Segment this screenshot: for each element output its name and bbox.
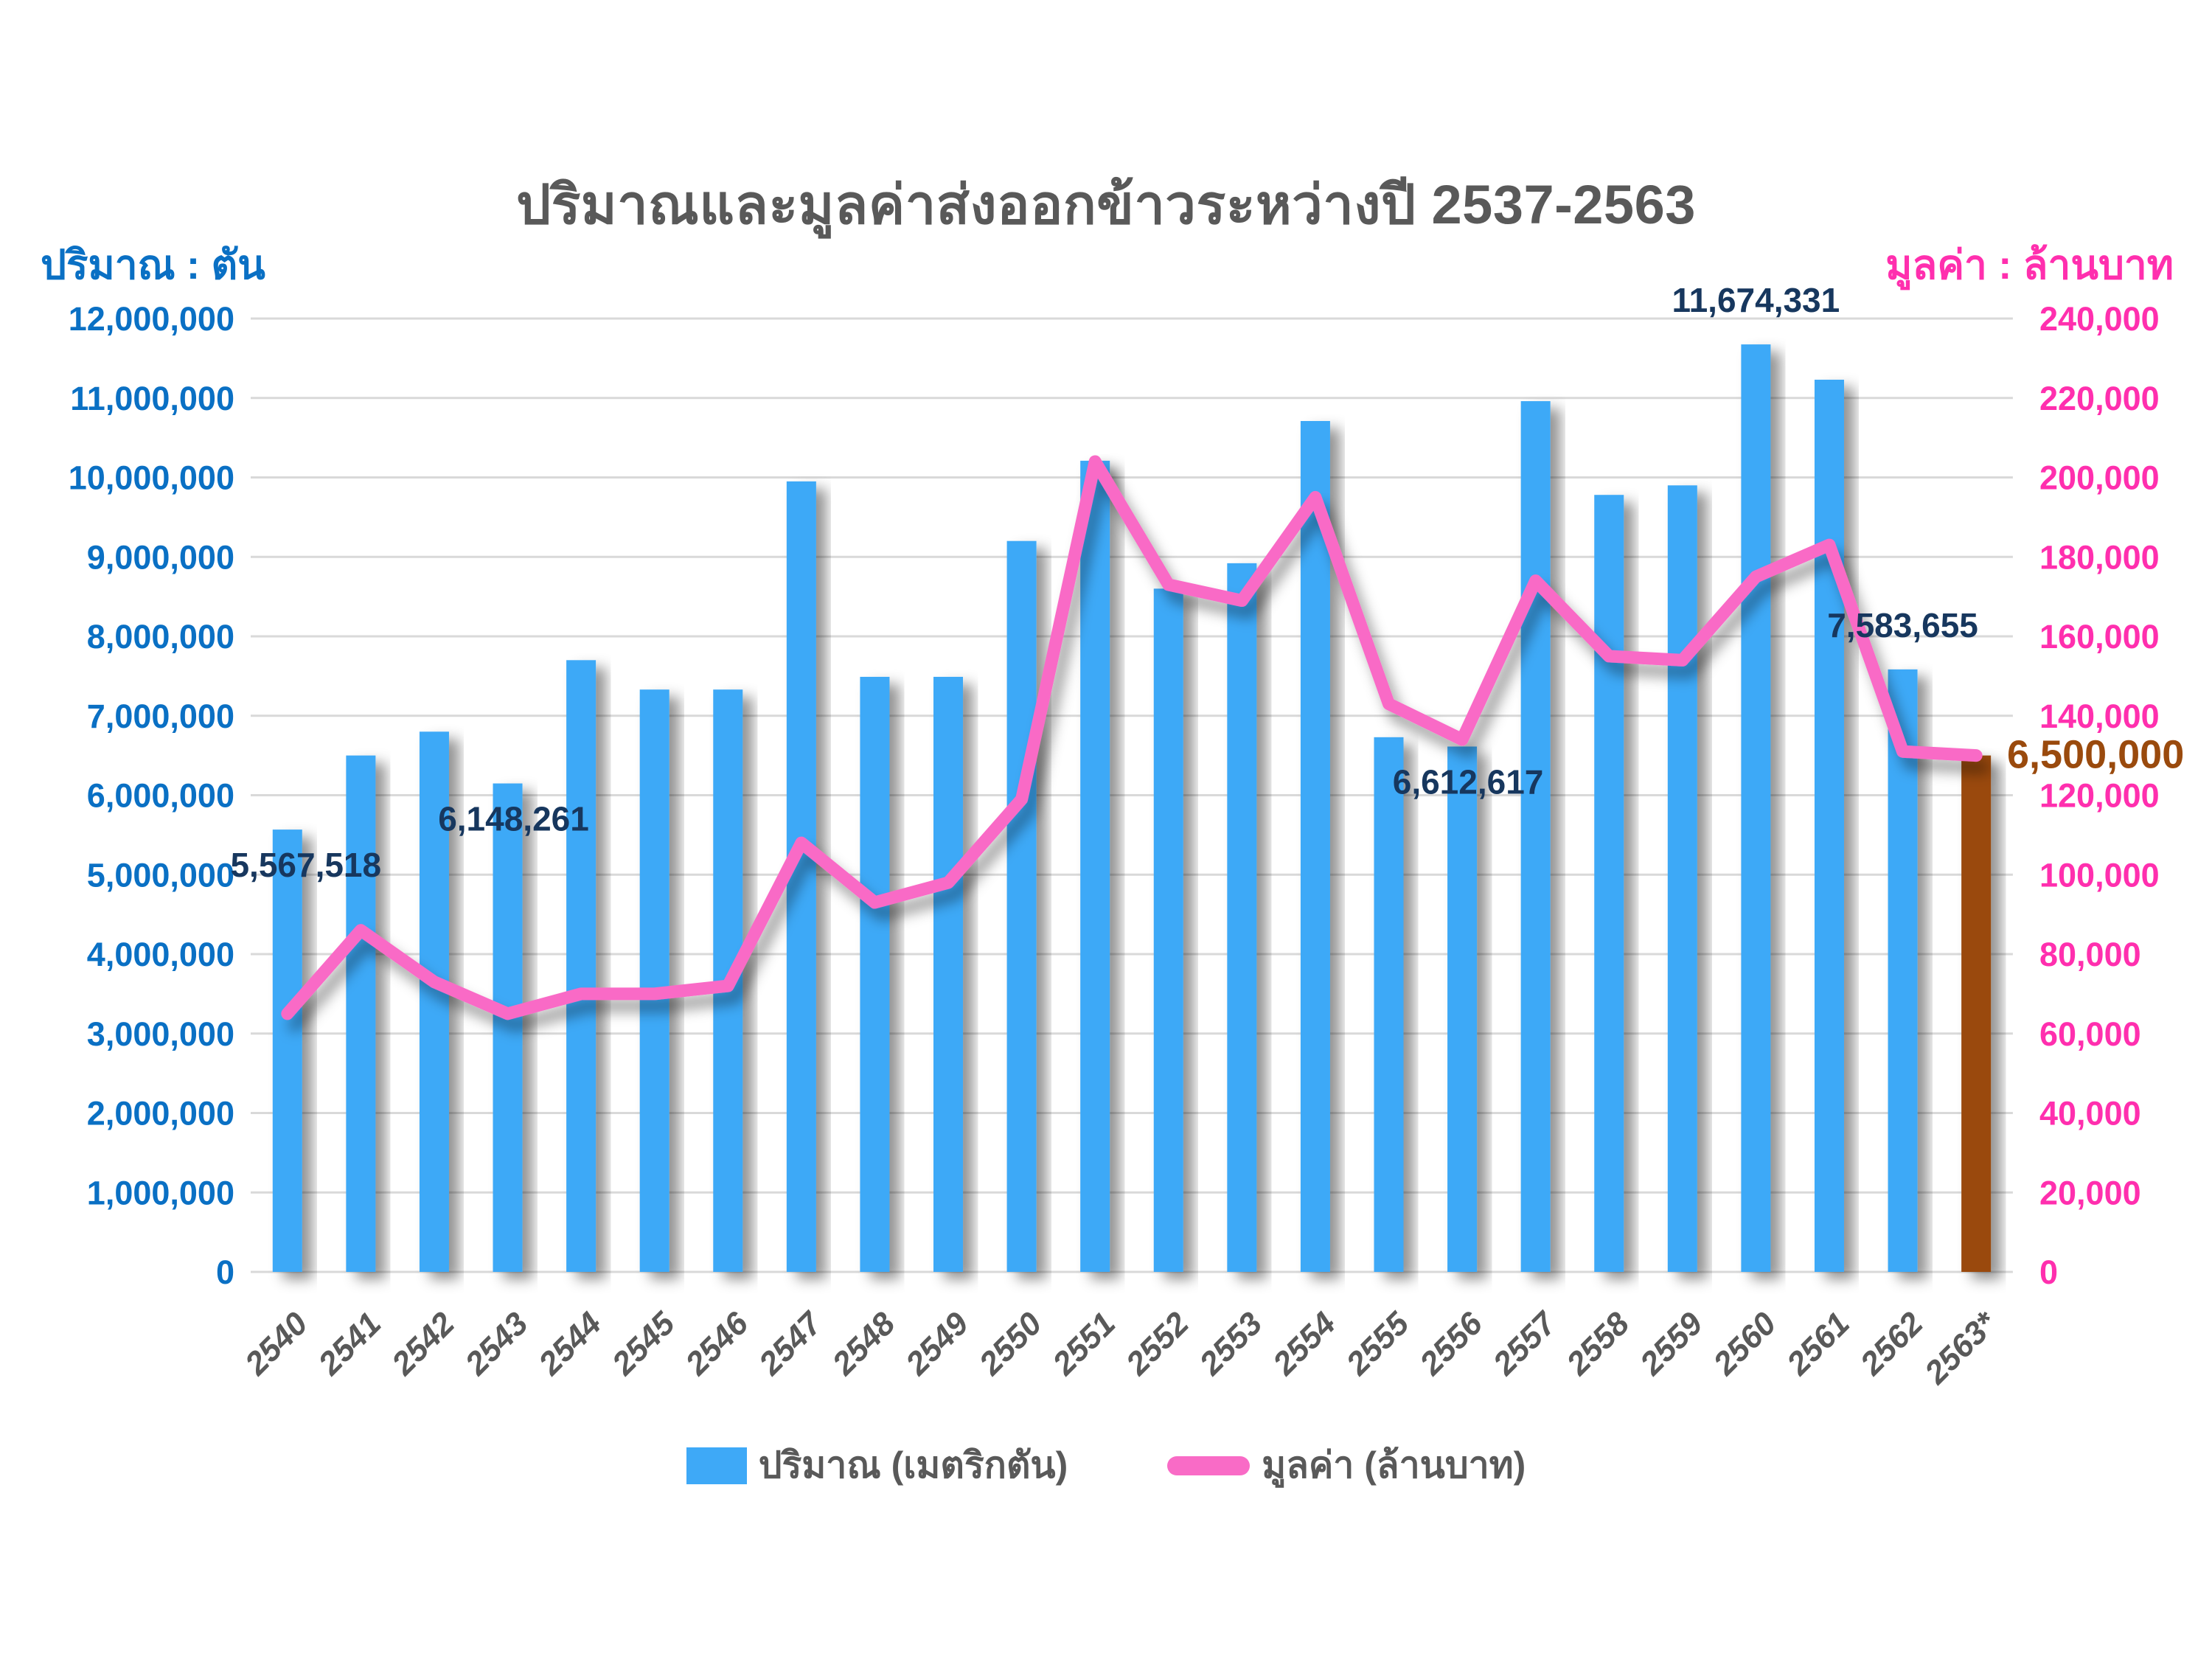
bar-2542 bbox=[419, 731, 449, 1272]
bar-2562 bbox=[1888, 669, 1918, 1272]
data-point-labels: 5,567,518 6,148,261 6,612,617 11,674,331 7,5… bbox=[230, 281, 2184, 884]
right-axis-title: มูลค่า : ล้านบาท bbox=[1885, 242, 2174, 288]
x-label-2559: 2559 bbox=[1632, 1305, 1710, 1382]
x-label-2557: 2557 bbox=[1486, 1304, 1564, 1382]
bar-2563* bbox=[1961, 755, 1992, 1272]
y-tick-left: 8,000,000 bbox=[87, 618, 234, 655]
y-tick-right: 240,000 bbox=[2039, 300, 2160, 338]
x-label-2551: 2551 bbox=[1046, 1305, 1123, 1382]
x-label-2555: 2555 bbox=[1339, 1305, 1416, 1382]
bar-2549 bbox=[933, 676, 964, 1272]
y-tick-right: 100,000 bbox=[2039, 856, 2160, 894]
y-axis-right-tick-labels: 0 20,000 40,000 60,000 80,000 100,000 120,000 1… bbox=[2039, 300, 2160, 1291]
bar-2559 bbox=[1667, 485, 1697, 1272]
y-tick-left: 4,000,000 bbox=[87, 936, 234, 973]
chart-title: ปริมาณและมูลค่าส่งออกข้าวระหว่างปี 2537-… bbox=[516, 174, 1696, 235]
legend-bar-swatch bbox=[686, 1447, 747, 1484]
x-label-2541: 2541 bbox=[311, 1305, 389, 1382]
x-label-2545: 2545 bbox=[605, 1305, 682, 1382]
x-label-2558: 2558 bbox=[1559, 1305, 1637, 1382]
x-label-2561: 2561 bbox=[1779, 1305, 1857, 1382]
y-tick-right: 80,000 bbox=[2039, 936, 2141, 973]
y-tick-right: 220,000 bbox=[2039, 380, 2160, 417]
data-label-2543: 6,148,261 bbox=[438, 800, 589, 838]
value-line-path bbox=[281, 455, 1983, 1020]
y-tick-right: 200,000 bbox=[2039, 459, 2160, 497]
bar-2540 bbox=[272, 830, 302, 1272]
volume-bars bbox=[272, 344, 1992, 1273]
data-label-2556: 6,612,617 bbox=[1393, 762, 1544, 801]
x-label-2542: 2542 bbox=[384, 1305, 462, 1382]
y-tick-left: 1,000,000 bbox=[87, 1174, 234, 1211]
y-tick-left: 9,000,000 bbox=[87, 538, 234, 576]
legend-volume-label: ปริมาณ (เมตริกตัน) bbox=[758, 1444, 1068, 1486]
bar-2560 bbox=[1741, 344, 1771, 1272]
legend-value-label: มูลค่า (ล้านบาท) bbox=[1262, 1444, 1526, 1486]
gridlines bbox=[251, 317, 2013, 1273]
legend-item-value: มูลค่า (ล้านบาท) bbox=[1167, 1436, 1526, 1495]
x-axis-labels: 2540254125422543254425452546254725482549… bbox=[237, 1304, 2004, 1391]
y-tick-right: 20,000 bbox=[2039, 1174, 2141, 1211]
value-line bbox=[281, 455, 1983, 1020]
y-tick-left: 7,000,000 bbox=[87, 698, 234, 735]
bar-2558 bbox=[1594, 495, 1624, 1272]
bar-2551 bbox=[1080, 460, 1110, 1272]
y-tick-left: 5,000,000 bbox=[87, 856, 234, 894]
x-label-2544: 2544 bbox=[532, 1305, 609, 1382]
x-label-2552: 2552 bbox=[1119, 1305, 1196, 1382]
x-label-2562: 2562 bbox=[1853, 1305, 1930, 1382]
data-label-2562: 7,583,655 bbox=[1827, 606, 1978, 644]
y-tick-right: 180,000 bbox=[2039, 538, 2160, 576]
data-label-2563*: 6,500,000 bbox=[2007, 733, 2184, 777]
x-label-2550: 2550 bbox=[972, 1305, 1049, 1382]
y-tick-right: 60,000 bbox=[2039, 1015, 2141, 1053]
x-label-2546: 2546 bbox=[678, 1305, 756, 1382]
bar-2556 bbox=[1447, 746, 1478, 1272]
left-axis-title: ปริมาณ : ตัน bbox=[41, 242, 265, 288]
data-label-2540: 5,567,518 bbox=[230, 846, 381, 884]
bar-2541 bbox=[346, 755, 376, 1272]
bar-2544 bbox=[566, 660, 597, 1272]
bar-2545 bbox=[639, 689, 669, 1272]
bar-2550 bbox=[1006, 540, 1037, 1272]
legend-line-swatch bbox=[1167, 1455, 1251, 1475]
y-tick-right: 0 bbox=[2039, 1253, 2058, 1291]
x-label-2540: 2540 bbox=[237, 1305, 315, 1382]
bar-2547 bbox=[786, 481, 816, 1273]
y-tick-left: 12,000,000 bbox=[69, 300, 234, 338]
y-tick-left: 3,000,000 bbox=[87, 1015, 234, 1053]
bar-2561 bbox=[1814, 379, 1844, 1272]
x-label-2560: 2560 bbox=[1706, 1305, 1784, 1382]
y-tick-right: 120,000 bbox=[2039, 777, 2160, 815]
y-axis-left-tick-labels: 0 1,000,000 2,000,000 3,000,000 4,000,000 5,0… bbox=[69, 300, 234, 1291]
x-label-2549: 2549 bbox=[899, 1305, 976, 1382]
y-tick-left: 0 bbox=[216, 1253, 234, 1291]
bar-2548 bbox=[860, 676, 890, 1272]
y-tick-left: 2,000,000 bbox=[87, 1095, 234, 1133]
x-label-2554: 2554 bbox=[1265, 1305, 1343, 1382]
bar-2555 bbox=[1374, 737, 1404, 1272]
y-tick-right: 160,000 bbox=[2039, 618, 2160, 655]
legend-item-volume: ปริมาณ (เมตริกตัน) bbox=[686, 1436, 1068, 1495]
x-label-2547: 2547 bbox=[751, 1304, 830, 1382]
x-label-2556: 2556 bbox=[1413, 1305, 1490, 1382]
legend: ปริมาณ (เมตริกตัน) มูลค่า (ล้านบาท) bbox=[0, 1436, 2212, 1495]
x-label-2543: 2543 bbox=[458, 1305, 535, 1382]
y-tick-left: 11,000,000 bbox=[70, 380, 234, 417]
x-label-2548: 2548 bbox=[825, 1305, 902, 1382]
data-label-2560: 11,674,331 bbox=[1672, 281, 1840, 319]
bar-2557 bbox=[1520, 401, 1551, 1272]
y-tick-left: 6,000,000 bbox=[87, 777, 234, 815]
bar-2554 bbox=[1300, 420, 1330, 1272]
y-tick-left: 10,000,000 bbox=[69, 459, 234, 497]
y-tick-right: 140,000 bbox=[2039, 698, 2160, 735]
y-tick-right: 40,000 bbox=[2039, 1095, 2141, 1133]
bar-2553 bbox=[1227, 563, 1257, 1272]
bar-2552 bbox=[1153, 588, 1183, 1272]
bar-2543 bbox=[493, 783, 523, 1272]
x-label-2553: 2553 bbox=[1192, 1305, 1270, 1382]
x-label-2563*: 2563* bbox=[1918, 1304, 2005, 1391]
